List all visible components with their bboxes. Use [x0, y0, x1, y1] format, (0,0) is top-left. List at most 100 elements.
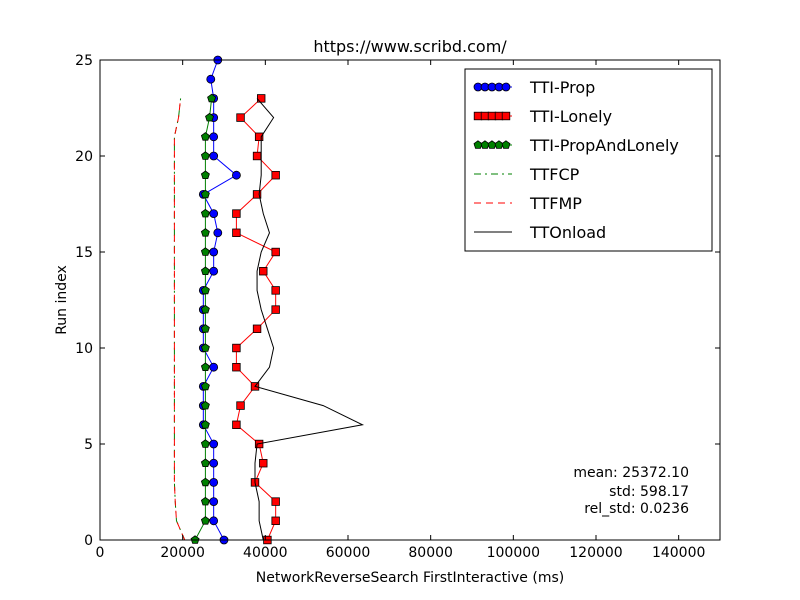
series-layer [173, 55, 365, 545]
series-1 [232, 94, 280, 545]
x-tick-label: 40000 [243, 545, 288, 561]
y-axis-label: Run index [54, 265, 70, 335]
series-2 [190, 93, 217, 544]
series-0-point-5 [209, 439, 219, 449]
series-0-point-2 [209, 497, 219, 507]
series-2-point-7 [200, 400, 210, 410]
x-tick-label: 20000 [160, 545, 205, 561]
series-1-point-18 [252, 190, 262, 199]
series-1-point-19 [271, 170, 280, 180]
legend-item-0: TTI-Prop [473, 78, 595, 97]
series-1-point-21 [254, 132, 264, 141]
series-0-point-4 [209, 458, 219, 468]
series-2-point-1 [200, 516, 210, 525]
series-2-point-14 [200, 266, 210, 276]
stat-std: std: 598.17 [609, 484, 689, 500]
series-1-point-22 [236, 113, 245, 122]
series-2-point-17 [200, 208, 210, 218]
series-2-point-18 [200, 189, 210, 199]
series-1-point-13 [271, 286, 280, 295]
series-2-point-16 [200, 228, 210, 237]
series-4 [173, 98, 186, 541]
y-tick-label: 5 [84, 437, 93, 453]
legend-label-4: TTFMP [529, 194, 582, 213]
legend-marker-1-4 [501, 111, 511, 121]
series-2-point-9 [200, 362, 210, 372]
legend-item-3: TTFCP [474, 165, 580, 184]
legend-marker-1-1 [480, 111, 490, 121]
series-2-point-21 [200, 132, 210, 141]
series-2-point-19 [200, 170, 210, 180]
series-1-point-20 [252, 151, 262, 161]
series-1-point-12 [271, 305, 280, 314]
x-tick-label: 60000 [326, 545, 371, 561]
series-2-point-10 [200, 343, 210, 352]
series-0-point-15 [209, 247, 219, 257]
series-2-point-8 [200, 381, 210, 391]
legend-marker-2-4 [501, 140, 511, 149]
series-1-point-2 [271, 497, 280, 506]
x-tick-label: 140000 [652, 545, 705, 561]
series-0-point-17 [209, 209, 219, 219]
series-0-point-9 [209, 362, 219, 372]
legend-marker-1-3 [494, 111, 504, 121]
legend-item-4: TTFMP [474, 194, 582, 213]
series-line-5 [254, 98, 365, 541]
series-5 [254, 98, 365, 541]
series-1-point-1 [271, 516, 280, 525]
y-tick-label: 25 [75, 53, 93, 69]
x-tick-label: 120000 [569, 545, 622, 561]
legend-label-2: TTI-PropAndLonely [529, 136, 679, 155]
series-1-point-14 [259, 266, 268, 276]
series-2-point-13 [200, 285, 210, 295]
series-2-point-3 [200, 477, 210, 487]
series-0-point-21 [209, 132, 219, 142]
series-1-point-23 [256, 94, 266, 103]
series-1-point-7 [236, 401, 245, 410]
series-2-point-4 [200, 458, 210, 468]
series-2-point-12 [200, 304, 210, 314]
series-line-4 [173, 98, 186, 541]
series-1-point-11 [252, 324, 262, 333]
series-0-point-24 [206, 74, 216, 84]
series-1-point-10 [232, 343, 241, 353]
series-1-point-15 [271, 247, 280, 257]
series-1-point-6 [232, 420, 241, 429]
series-2-point-5 [200, 439, 210, 448]
x-tick-label: 0 [96, 545, 105, 561]
series-2-point-20 [200, 151, 210, 160]
stat-rel-std: rel_std: 0.0236 [584, 501, 689, 517]
series-0-point-14 [209, 266, 219, 276]
legend-label-3: TTFCP [529, 165, 580, 184]
series-2-point-23 [207, 93, 217, 103]
y-tick-label: 20 [75, 149, 93, 165]
legend-item-5: TTOnload [474, 223, 606, 242]
series-2-point-2 [200, 496, 210, 506]
y-tick-label: 15 [75, 245, 93, 261]
series-0-point-20 [209, 151, 219, 161]
series-2-point-22 [205, 112, 215, 122]
chart-title: https://www.scribd.com/ [313, 37, 507, 56]
tick-layer: 0 20000 40000 60000 80000 100000 120000 140000 0… [75, 53, 720, 561]
legend-item-2: TTI-PropAndLonely [473, 136, 679, 155]
stat-mean: mean: 25372.10 [573, 465, 689, 481]
x-axis-label: NetworkReverseSearch FirstInteractive (m… [256, 570, 564, 586]
y-tick-label: 10 [75, 341, 93, 357]
series-0-point-19 [231, 170, 241, 180]
plot-frame [99, 59, 721, 541]
series-1-point-9 [232, 362, 241, 372]
legend-item-1: TTI-Lonely [473, 107, 612, 126]
x-tick-label: 80000 [408, 545, 453, 561]
series-1-point-4 [259, 458, 268, 468]
legend-marker-1-2 [487, 111, 497, 121]
legend: TTI-Prop TTI-Lonely TTI-PropAndLonely TTFCP… [464, 68, 713, 252]
series-2-point-6 [200, 420, 210, 429]
series-2-point-11 [200, 324, 210, 333]
legend-box [464, 68, 713, 252]
legend-marker-0-4 [501, 82, 511, 92]
series-0-point-3 [209, 477, 219, 487]
legend-label-5: TTOnload [529, 223, 606, 242]
legend-label-1: TTI-Lonely [529, 107, 612, 126]
y-tick-label: 0 [84, 533, 93, 549]
